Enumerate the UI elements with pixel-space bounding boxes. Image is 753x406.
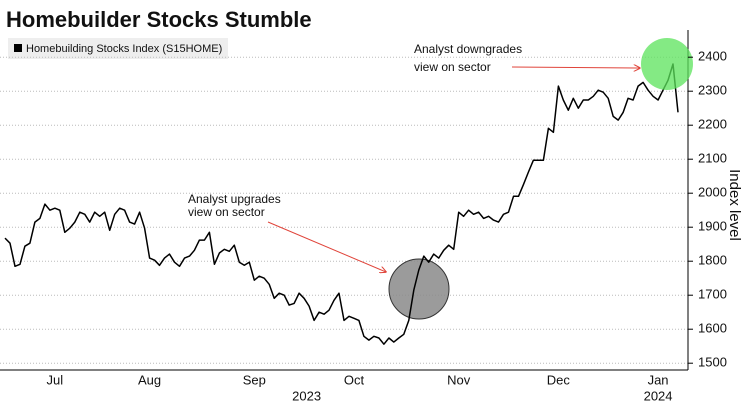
y-tick-label: 2200 xyxy=(698,117,727,132)
y-tick-label: 1500 xyxy=(698,355,727,370)
x-tick-label: Nov xyxy=(447,372,471,387)
annotation-arrow xyxy=(267,221,386,272)
annotation: Analyst downgrades xyxy=(414,42,522,56)
data-line xyxy=(4,63,679,345)
x-tick-label: Dec xyxy=(547,372,571,387)
y-tick-label: 2100 xyxy=(698,151,727,166)
legend-label: Homebuilding Stocks Index (S15HOME) xyxy=(26,43,222,55)
annotation: Analyst upgrades xyxy=(188,192,281,206)
x-group-label: 2024 xyxy=(644,388,673,403)
legend xyxy=(8,38,228,59)
highlight-circle xyxy=(641,38,693,90)
annotation: view on sector xyxy=(188,205,265,219)
y-tick-label: 2000 xyxy=(698,185,727,200)
y-tick-label: 1600 xyxy=(698,321,727,336)
annotation: view on sector xyxy=(414,60,491,74)
x-tick-label: Oct xyxy=(344,372,365,387)
y-tick-label: 1800 xyxy=(698,253,727,268)
x-tick-label: Sep xyxy=(243,372,266,387)
y-tick-label: 1900 xyxy=(698,219,727,234)
highlight-circle xyxy=(388,258,450,320)
legend-swatch xyxy=(14,44,22,52)
y-tick-label: 1700 xyxy=(698,287,727,302)
y-axis-label: Index level xyxy=(726,169,743,241)
x-tick-label: Jul xyxy=(47,372,64,387)
x-group-label: 2023 xyxy=(292,388,321,403)
y-tick-label: 2300 xyxy=(698,83,727,98)
annotation-arrow xyxy=(511,67,640,68)
x-tick-label: Aug xyxy=(138,372,161,387)
y-tick-label: 2400 xyxy=(698,49,727,64)
x-tick-label: Jan xyxy=(648,372,669,387)
chart-title: Homebuilder Stocks Stumble xyxy=(6,7,312,32)
